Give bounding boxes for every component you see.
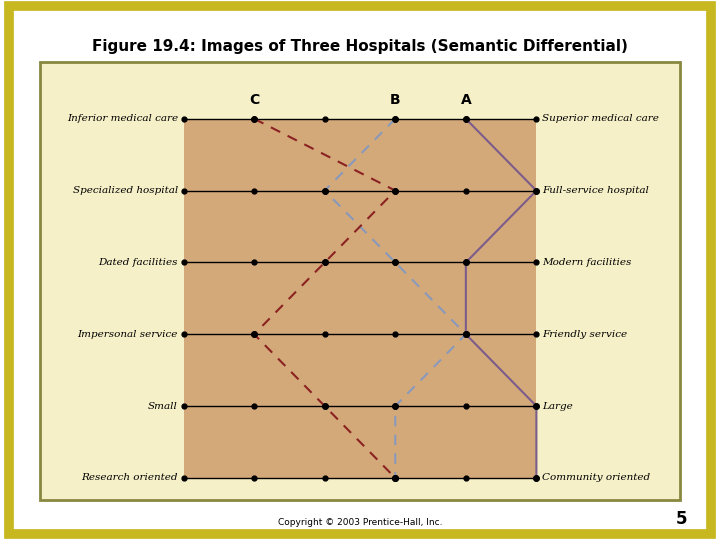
Text: Community oriented: Community oriented [542,474,650,482]
Text: Full-service hospital: Full-service hospital [542,186,649,195]
Text: Figure 19.4: Images of Three Hospitals (Semantic Differential): Figure 19.4: Images of Three Hospitals (… [92,39,628,55]
Text: Specialized hospital: Specialized hospital [73,186,178,195]
Text: Research oriented: Research oriented [81,474,178,482]
Bar [40,62,680,500]
Text: Small: Small [148,402,178,410]
Text: Dated facilities: Dated facilities [99,258,178,267]
Text: Superior medical care: Superior medical care [542,114,659,123]
Text: Friendly service: Friendly service [542,330,627,339]
Bar [184,119,536,478]
Text: A: A [461,93,471,107]
Text: Inferior medical care: Inferior medical care [67,114,178,123]
Text: B: B [390,93,400,107]
Text: Large: Large [542,402,573,410]
Text: Modern facilities: Modern facilities [542,258,631,267]
Text: Copyright © 2003 Prentice-Hall, Inc.: Copyright © 2003 Prentice-Hall, Inc. [278,518,442,526]
Text: 5: 5 [676,510,688,529]
Text: Impersonal service: Impersonal service [78,330,178,339]
Text: C: C [249,93,259,107]
